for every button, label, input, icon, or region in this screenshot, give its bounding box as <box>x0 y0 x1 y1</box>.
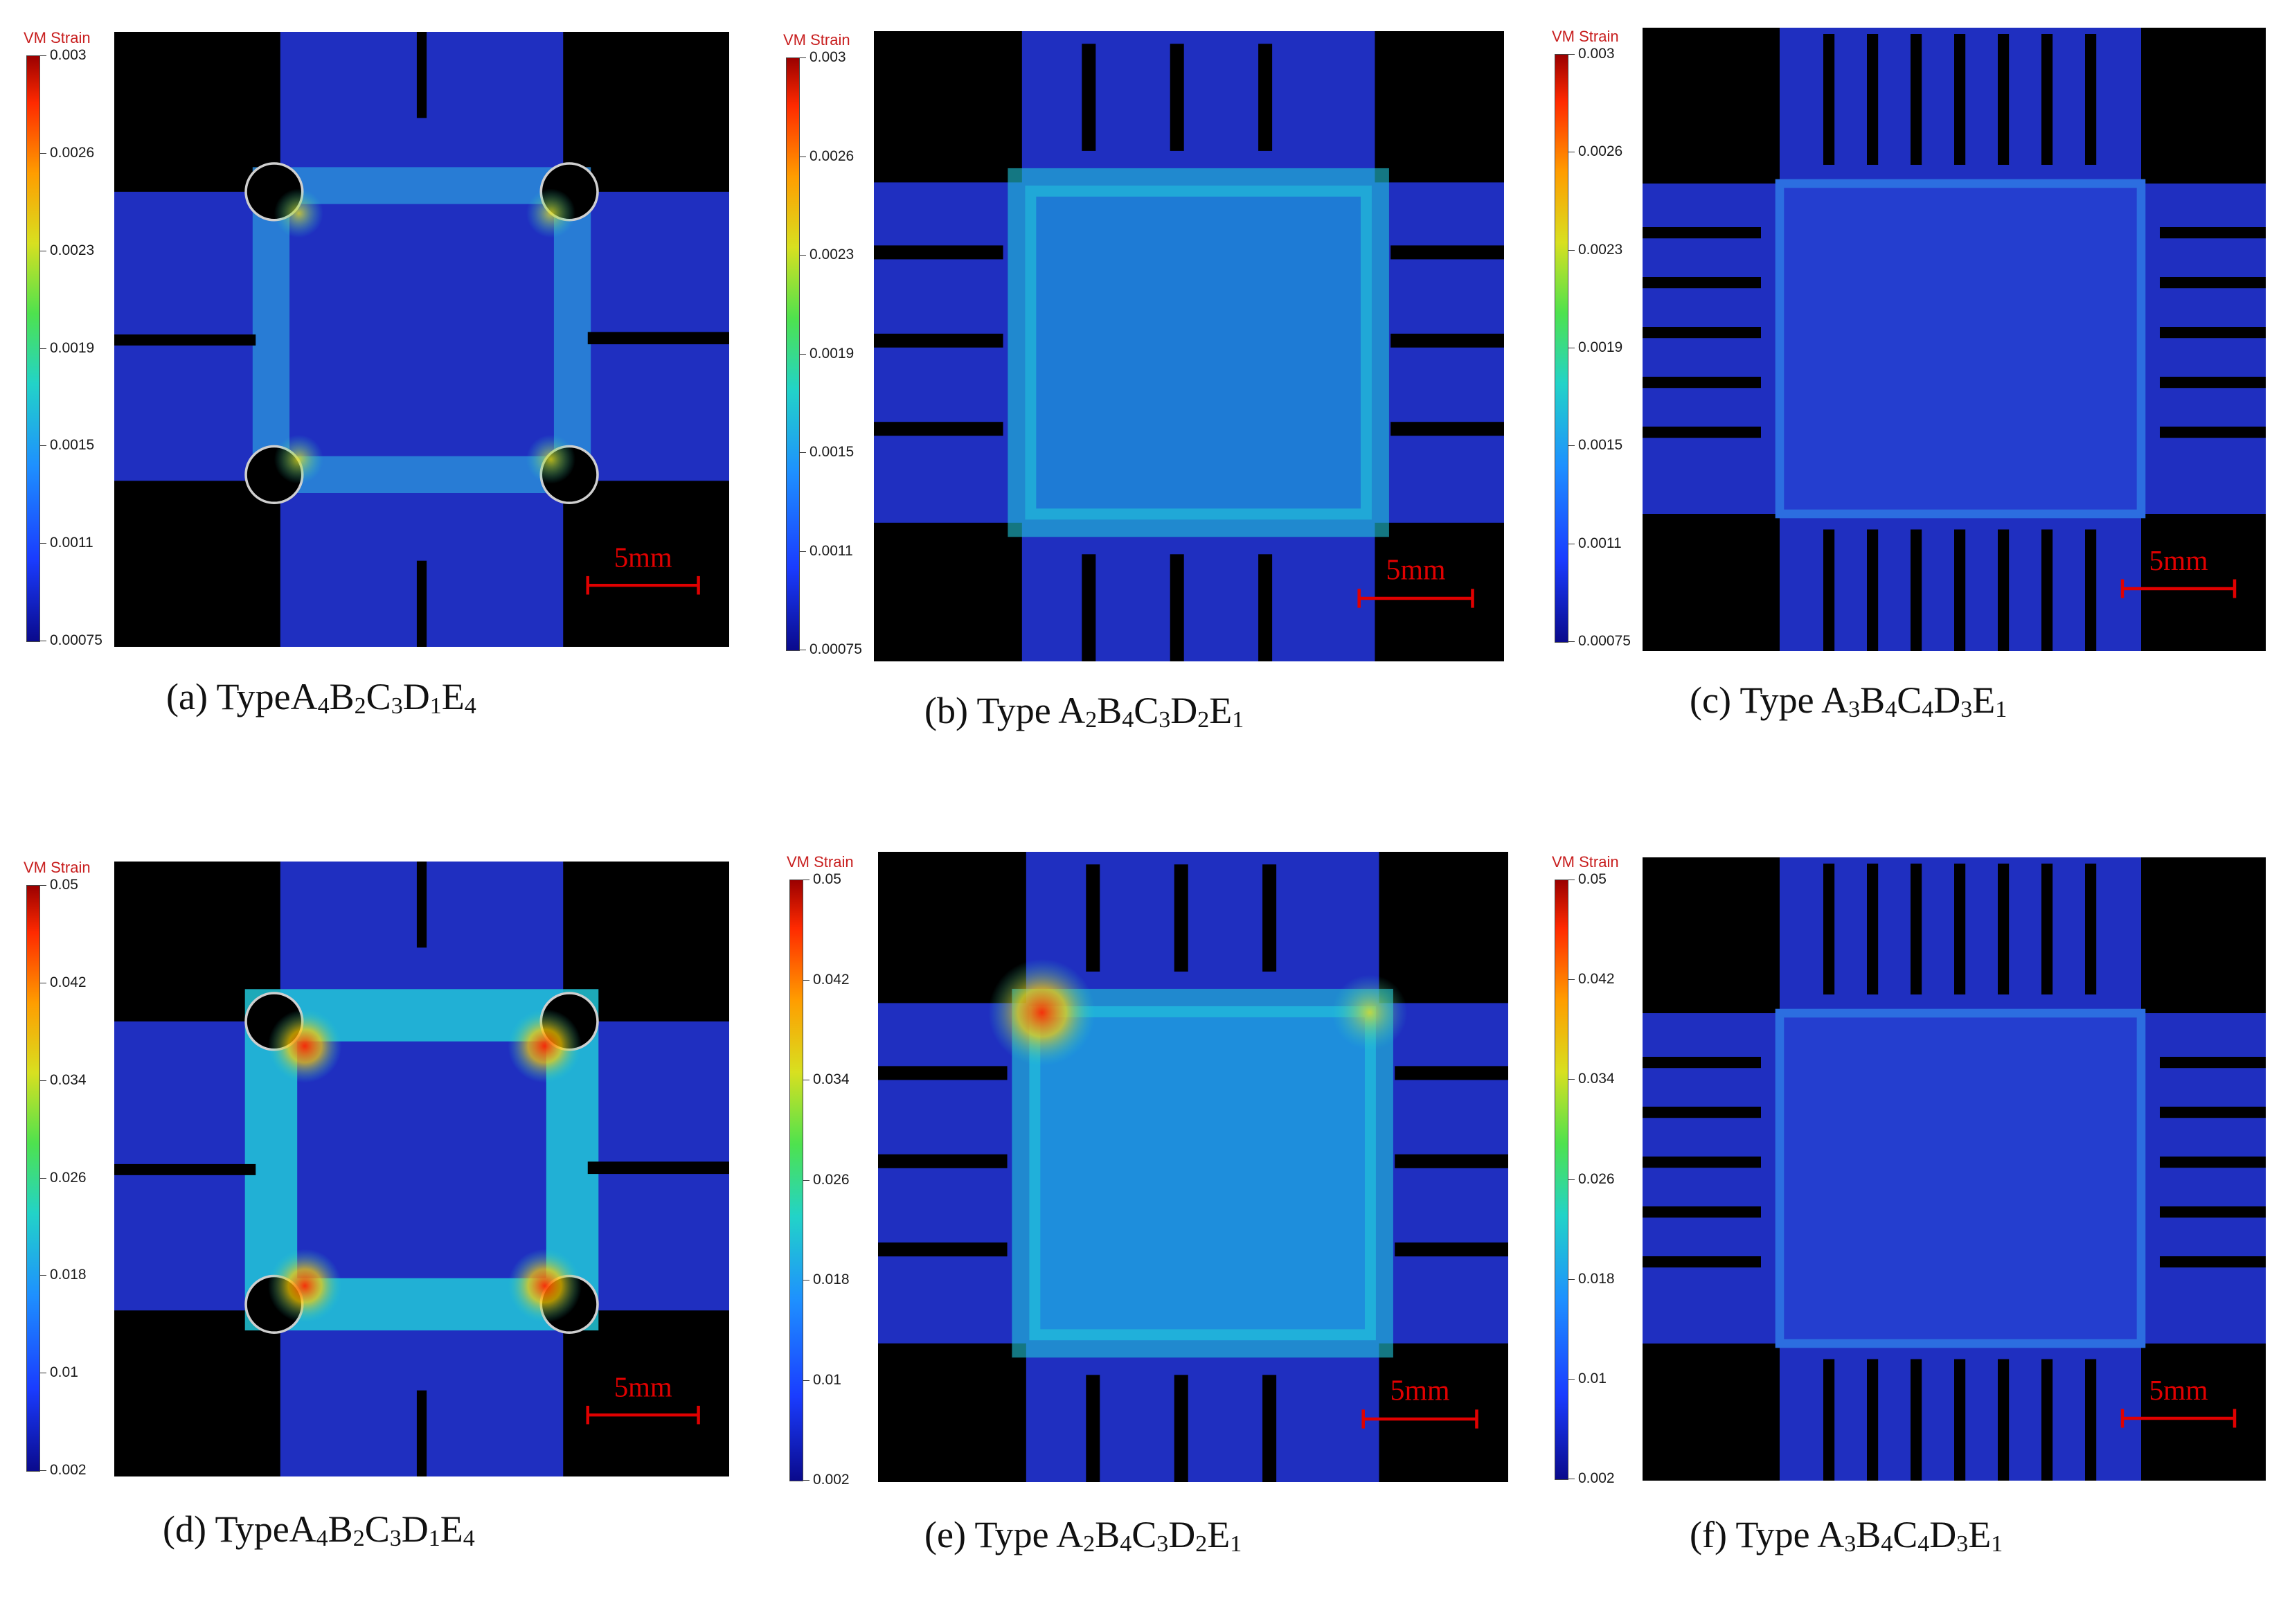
colorbar-tick-label: 0.042 <box>803 971 850 988</box>
scale-bar: 5mm <box>1361 1375 1478 1429</box>
strain-field-image: 5mm <box>114 862 729 1476</box>
colorbar-tick-label: 0.003 <box>1568 46 1615 62</box>
strain-field-image: 5mm <box>1643 857 2266 1481</box>
colorbar-tick-label: 0.0026 <box>39 144 95 161</box>
colorbar-tick-label: 0.00075 <box>1568 633 1631 649</box>
colorbar-tick-label: 0.0019 <box>799 345 855 362</box>
colorbar-title: VM Strain <box>1552 853 1619 871</box>
colorbar-tick-label: 0.026 <box>40 1169 87 1186</box>
colorbar <box>789 880 803 1481</box>
colorbar-tick-label: 0.026 <box>803 1171 850 1188</box>
scale-bar: 5mm <box>1357 555 1474 608</box>
scale-bar-label: 5mm <box>614 1372 672 1403</box>
scale-bar-label: 5mm <box>2149 1374 2208 1406</box>
scale-bar-label: 5mm <box>2149 544 2208 576</box>
colorbar-title: VM Strain <box>783 31 850 48</box>
colorbar-tick-label: 0.002 <box>40 1462 87 1478</box>
strain-field-image: 5mm <box>1643 28 2266 651</box>
colorbar-tick-label: 0.0026 <box>1568 143 1623 160</box>
colorbar-tick-label: 0.018 <box>40 1267 87 1283</box>
colorbar-tick-label: 0.0015 <box>39 437 95 454</box>
colorbar-tick-label: 0.0011 <box>1568 535 1622 551</box>
caption-a: (a) TypeA4B2C3D1E4 <box>166 676 476 719</box>
colorbar-tick-label: 0.042 <box>40 974 87 990</box>
colorbar-tick-label: 0.002 <box>803 1472 850 1488</box>
scale-bar-label: 5mm <box>614 542 672 573</box>
colorbar-tick-label: 0.00075 <box>40 632 102 648</box>
colorbar-tick-label: 0.05 <box>40 877 78 893</box>
scale-bar: 5mm <box>2120 1374 2237 1428</box>
colorbar-tick-label: 0.018 <box>1568 1270 1615 1287</box>
scale-bar: 5mm <box>586 1372 700 1425</box>
colorbar-tick-label: 0.01 <box>1568 1370 1607 1386</box>
colorbar-tick-label: 0.0015 <box>799 444 855 460</box>
colorbar-tick-label: 0.0019 <box>39 339 95 356</box>
colorbar-tick-label: 0.0011 <box>800 542 853 559</box>
colorbar <box>26 885 40 1472</box>
colorbar-tick-label: 0.0023 <box>799 247 855 262</box>
colorbar-tick-label: 0.034 <box>1568 1071 1615 1087</box>
caption-f: (f) Type A3B4C4D3E1 <box>1690 1514 2003 1557</box>
colorbar <box>786 57 800 651</box>
colorbar-tick-label: 0.034 <box>40 1071 87 1088</box>
colorbar-title: VM Strain <box>1552 28 1619 45</box>
strain-field-image: 5mm <box>114 32 729 647</box>
caption-e: (e) Type A2B4C3D2E1 <box>924 1514 1242 1557</box>
colorbar <box>1555 880 1568 1480</box>
colorbar-tick-label: 0.0015 <box>1568 437 1623 454</box>
strain-field-image: 5mm <box>878 852 1508 1482</box>
colorbar-tick-label: 0.003 <box>40 47 87 63</box>
colorbar-tick-label: 0.002 <box>1568 1470 1615 1486</box>
colorbar-tick-label: 0.00075 <box>800 641 862 657</box>
colorbar-tick-label: 0.018 <box>803 1271 850 1287</box>
caption-c: (c) Type A3B4C4D3E1 <box>1690 679 2007 722</box>
strain-field-image: 5mm <box>874 31 1504 661</box>
colorbar-tick-label: 0.0023 <box>1568 241 1623 258</box>
colorbar-tick-label: 0.0026 <box>799 148 855 164</box>
colorbar-tick-label: 0.01 <box>40 1364 78 1381</box>
scale-bar: 5mm <box>2120 544 2237 598</box>
caption-d: (d) TypeA4B2C3D1E4 <box>163 1508 475 1551</box>
colorbar-title: VM Strain <box>24 29 91 46</box>
colorbar-tick-label: 0.003 <box>800 49 846 65</box>
colorbar-tick-label: 0.026 <box>1568 1170 1615 1187</box>
colorbar-tick-label: 0.042 <box>1568 971 1615 988</box>
colorbar-title: VM Strain <box>24 859 91 876</box>
scale-bar-label: 5mm <box>1390 1375 1450 1407</box>
colorbar-tick-label: 0.0023 <box>39 242 95 258</box>
caption-b: (b) Type A2B4C3D2E1 <box>924 690 1244 733</box>
colorbar-tick-label: 0.05 <box>803 871 841 887</box>
scale-bar-label: 5mm <box>1386 555 1446 587</box>
colorbar-tick-label: 0.0011 <box>40 535 93 551</box>
colorbar-tick-label: 0.01 <box>803 1371 841 1388</box>
colorbar <box>1555 54 1568 643</box>
scale-bar: 5mm <box>586 542 700 595</box>
colorbar-tick-label: 0.034 <box>803 1071 850 1087</box>
colorbar-tick-label: 0.05 <box>1568 871 1607 887</box>
colorbar-tick-label: 0.0019 <box>1568 339 1623 355</box>
colorbar-title: VM Strain <box>787 853 854 871</box>
colorbar <box>26 55 40 642</box>
